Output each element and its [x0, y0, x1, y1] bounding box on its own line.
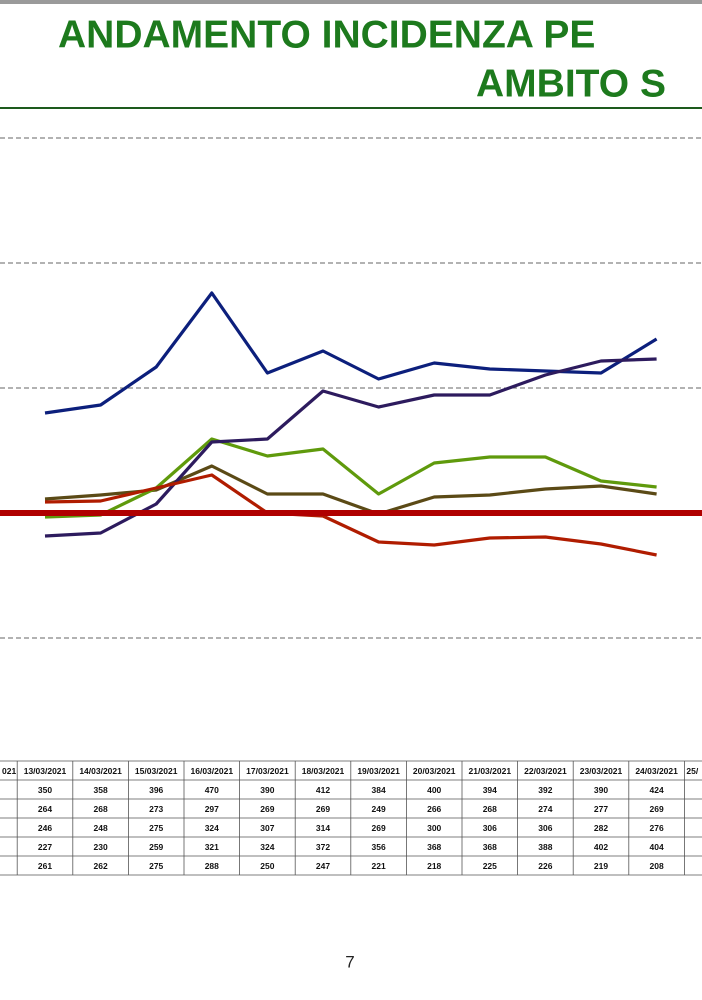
table-cell: 390 — [260, 785, 274, 795]
table-cell: 288 — [205, 861, 219, 871]
series-line — [44, 473, 657, 557]
table-cell: 388 — [538, 842, 552, 852]
table-cell: 324 — [260, 842, 274, 852]
table-header: 19/03/2021 — [357, 766, 400, 776]
table-cell: 208 — [650, 861, 664, 871]
table-cell: 356 — [372, 842, 386, 852]
table-header: 18/03/2021 — [302, 766, 345, 776]
title-line-1: ANDAMENTO INCIDENZA PE — [58, 13, 595, 56]
table-header: 22/03/2021 — [524, 766, 567, 776]
table-cell: 470 — [205, 785, 219, 795]
table-cell: 249 — [372, 804, 386, 814]
table-cell: 225 — [483, 861, 497, 871]
table-cell: 264 — [38, 804, 52, 814]
table-cell: 384 — [372, 785, 386, 795]
table-cell: 404 — [650, 842, 664, 852]
table-cell: 392 — [538, 785, 552, 795]
table-cell: 269 — [260, 804, 274, 814]
table-cell: 324 — [205, 823, 219, 833]
table-cell: 219 — [594, 861, 608, 871]
table-cell: 230 — [94, 842, 108, 852]
table-cell: 402 — [594, 842, 608, 852]
top-bar — [0, 0, 702, 4]
table-header: 17/03/2021 — [246, 766, 289, 776]
table-cell: 221 — [372, 861, 386, 871]
table-cell: 368 — [427, 842, 441, 852]
table-cell: 412 — [316, 785, 330, 795]
table-header: 021 — [2, 766, 16, 776]
table-cell: 400 — [427, 785, 441, 795]
table-cell: 306 — [483, 823, 497, 833]
table-header: 15/03/2021 — [135, 766, 178, 776]
table-cell: 390 — [594, 785, 608, 795]
table-cell: 275 — [149, 861, 163, 871]
title-line-2: AMBITO S — [476, 62, 666, 105]
table-cell: 269 — [650, 804, 664, 814]
table-cell: 282 — [594, 823, 608, 833]
table-cell: 262 — [94, 861, 108, 871]
table-cell: 246 — [38, 823, 52, 833]
table-cell: 368 — [483, 842, 497, 852]
table-header: 16/03/2021 — [191, 766, 234, 776]
table-cell: 350 — [38, 785, 52, 795]
table-cell: 306 — [538, 823, 552, 833]
table-cell: 300 — [427, 823, 441, 833]
table-cell: 372 — [316, 842, 330, 852]
table-cell: 259 — [149, 842, 163, 852]
table-header: 23/03/2021 — [580, 766, 623, 776]
table-cell: 248 — [94, 823, 108, 833]
series-line — [44, 437, 657, 519]
table-cell: 269 — [316, 804, 330, 814]
table-cell: 276 — [650, 823, 664, 833]
table-cell: 424 — [650, 785, 664, 795]
table-cell: 269 — [372, 823, 386, 833]
table-cell: 394 — [483, 785, 497, 795]
table-header: 25/ — [686, 766, 698, 776]
table-cell: 297 — [205, 804, 219, 814]
table-cell: 273 — [149, 804, 163, 814]
table-cell: 274 — [538, 804, 552, 814]
table-cell: 275 — [149, 823, 163, 833]
table-cell: 218 — [427, 861, 441, 871]
table-cell: 250 — [260, 861, 274, 871]
table-cell: 266 — [427, 804, 441, 814]
table-cell: 307 — [260, 823, 274, 833]
table-cell: 277 — [594, 804, 608, 814]
table-header: 20/03/2021 — [413, 766, 456, 776]
table-cell: 247 — [316, 861, 330, 871]
table-header: 21/03/2021 — [469, 766, 512, 776]
table-header: 13/03/2021 — [24, 766, 67, 776]
series-line — [44, 291, 658, 415]
table-cell: 268 — [94, 804, 108, 814]
table-cell: 268 — [483, 804, 497, 814]
table-cell: 314 — [316, 823, 330, 833]
table-cell: 226 — [538, 861, 552, 871]
table-header: 24/03/2021 — [635, 766, 678, 776]
table-cell: 396 — [149, 785, 163, 795]
table-cell: 358 — [94, 785, 108, 795]
table-cell: 321 — [205, 842, 219, 852]
table-header: 14/03/2021 — [79, 766, 122, 776]
series-line — [44, 357, 657, 538]
table-cell: 227 — [38, 842, 52, 852]
page-number: 7 — [345, 952, 354, 971]
table-cell: 261 — [38, 861, 52, 871]
